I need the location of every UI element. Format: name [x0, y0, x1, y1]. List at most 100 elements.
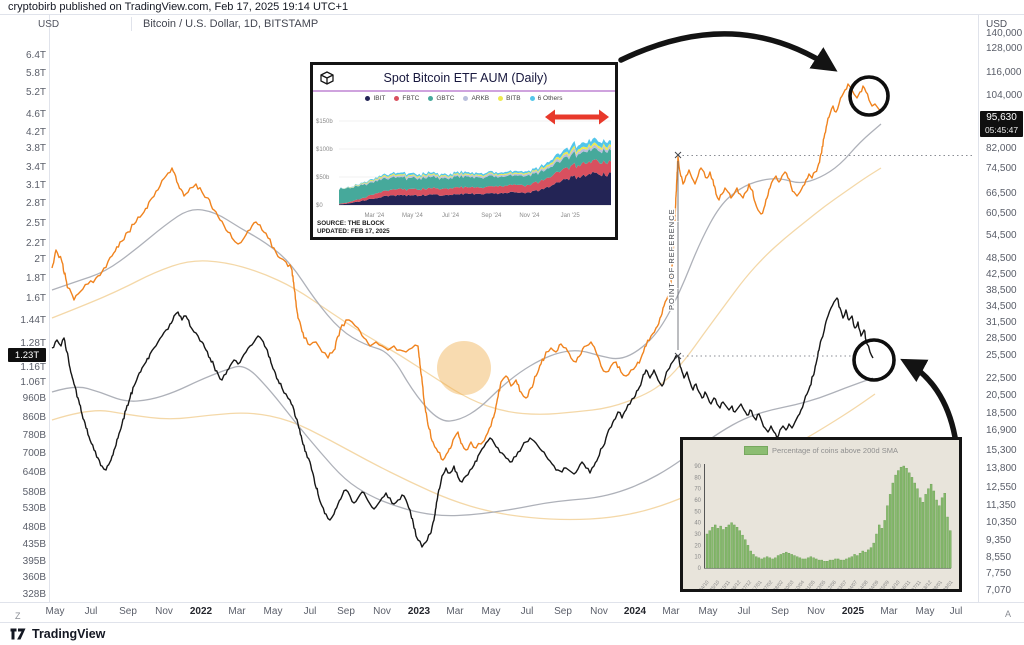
- etf-legend-label: FBTC: [402, 95, 420, 102]
- sma-bar: [801, 558, 804, 569]
- footer-brand: TradingView: [32, 627, 106, 641]
- sma-bar: [730, 522, 733, 569]
- sma-bar: [845, 558, 848, 569]
- left-axis-unit: USD: [38, 18, 60, 30]
- sma-bar: [842, 559, 845, 569]
- sma-x-tick: 27/12: [741, 579, 754, 589]
- right-axis-tick: 48,500: [986, 253, 1017, 264]
- etf-stacked-area-chart: $150b $100b $50b $0 Mar '24 May '24 Jul '24 Sep…: [316, 119, 611, 219]
- sma-bar: [724, 527, 728, 569]
- sma-legend: Percentage of coins above 200d SMA: [683, 446, 959, 455]
- time-axis-label: Jul: [84, 606, 98, 617]
- bar-countdown: 05:45:47: [984, 125, 1019, 135]
- sma-bar: [804, 558, 807, 569]
- sma-x-tick: 25/09: [878, 579, 891, 589]
- left-axis-tick: 395B: [22, 556, 46, 567]
- etf-chart-body: $150b $100b $50b $0 Mar '24 May '24 Jul '24 Sep…: [313, 105, 615, 237]
- sma-bar: [888, 494, 892, 569]
- sma-bar: [949, 530, 952, 569]
- sma-x-tick: 18/12: [921, 579, 934, 589]
- sma-bar: [798, 557, 802, 569]
- etf-x-tick: Jan '25: [561, 213, 581, 219]
- sma-legend-label: Percentage of coins above 200d SMA: [772, 446, 898, 455]
- publish-header: cryptobirb published on TradingView.com,…: [8, 1, 349, 13]
- left-axis-tick: 860B: [22, 412, 46, 423]
- sma-bar: [793, 555, 796, 569]
- sma-bar: [716, 528, 720, 569]
- sma-x-tick: 06/12: [730, 579, 743, 589]
- right-axis-tick: 18,500: [986, 408, 1017, 419]
- left-axis-tick: 2.2T: [25, 238, 46, 249]
- left-axis-tick: 3.1T: [25, 180, 46, 191]
- etf-legend-label: IBIT: [373, 95, 386, 102]
- sma-x-tick: 20/03: [783, 579, 796, 589]
- sma-x-tick: 04/10: [698, 579, 711, 589]
- left-axis-tick: 2T: [34, 254, 46, 265]
- left-axis-tick: 960B: [22, 393, 46, 404]
- left-axis-tick: 3.8T: [25, 143, 46, 154]
- time-axis-separator: [0, 602, 1024, 603]
- time-axis[interactable]: May Jul Sep Nov 2022 Mar May Jul Sep Nov 2023 Mar Ma…: [0, 602, 1024, 622]
- time-axis-label: Nov: [373, 606, 391, 617]
- left-price-badge: 1.23T: [8, 348, 46, 362]
- sma-bar: [858, 553, 862, 569]
- left-axis-tick: 2.8T: [25, 198, 46, 209]
- sma-bar: [834, 558, 837, 569]
- sma-bar: [946, 516, 949, 569]
- etf-legend-item: IBIT: [365, 95, 385, 102]
- etf-legend-item: 6 Others: [529, 95, 563, 102]
- auto-scale-indicator[interactable]: A: [1005, 609, 1012, 619]
- etf-legend-dot: [463, 96, 469, 101]
- sma-x-tick: 12/06: [825, 579, 838, 589]
- coins-above-sma-inset[interactable]: Percentage of coins above 200d SMA 90 80 7…: [680, 437, 962, 593]
- sma-x-tick: 17/01: [751, 579, 764, 589]
- right-axis-tick: 7,750: [986, 568, 1012, 579]
- etf-legend-label: ARKB: [471, 95, 490, 102]
- right-price-axis[interactable]: USD 140,000 128,000 116,000 104,000 82,000 74…: [979, 14, 1024, 602]
- sma-bar: [905, 468, 908, 569]
- log-scale-indicator[interactable]: Z: [15, 611, 21, 621]
- etf-area-bitb: [339, 142, 611, 190]
- tradingview-link[interactable]: TradingView: [10, 627, 105, 641]
- etf-aum-inset[interactable]: Spot Bitcoin ETF AUM (Daily) IBIT FBTC GBT…: [310, 62, 618, 240]
- sma-bar: [861, 550, 864, 569]
- sma-bar: [880, 528, 884, 569]
- left-axis-tick: 5.2T: [25, 87, 46, 98]
- left-price-axis[interactable]: 6.4T 5.8T 5.2T 4.6T 4.2T 3.8T 3.4T 3.1T 2.8T 2.5T…: [0, 14, 49, 602]
- symbol-title: Bitcoin / U.S. Dollar, 1D, BITSTAMP: [143, 18, 319, 30]
- etf-legend-item: GBTC: [428, 95, 454, 102]
- time-axis-label: Mar: [228, 606, 246, 617]
- time-axis-label: 2023: [407, 606, 431, 617]
- right-axis-tick: 12,550: [986, 482, 1017, 493]
- right-axis-tick: 38,500: [986, 285, 1017, 296]
- sma-x-tick: 06/11: [900, 579, 912, 589]
- time-axis-label: 2024: [623, 606, 647, 617]
- left-axis-tick: 530B: [22, 503, 46, 514]
- sma-bar: [771, 558, 774, 569]
- sma-bar: [757, 557, 761, 569]
- right-axis-tick: 128,000: [986, 43, 1023, 54]
- etf-legend-dot: [529, 96, 535, 101]
- left-axis-tick: 1.8T: [25, 273, 46, 284]
- right-axis-tick: 8,550: [986, 552, 1012, 563]
- sma-x-tick: 22/05: [815, 579, 828, 589]
- sma-bar: [768, 557, 772, 569]
- sma-y-tick: 80: [694, 475, 701, 481]
- right-axis-tick: 10,350: [986, 517, 1017, 528]
- time-axis-label: 2022: [189, 606, 213, 617]
- right-axis-tick: 54,500: [986, 230, 1017, 241]
- sma-bar: [856, 555, 859, 569]
- sma-bar: [785, 551, 788, 569]
- right-axis-tick: 28,500: [986, 333, 1017, 344]
- sma-bar: [894, 474, 897, 569]
- sma-bar: [847, 557, 851, 569]
- right-axis-unit: USD: [986, 19, 1008, 30]
- left-axis-tick: 3.4T: [25, 162, 46, 173]
- sma-bar: [820, 559, 823, 569]
- time-axis-label: May: [263, 606, 283, 617]
- time-axis-label: Jul: [737, 606, 751, 617]
- sma-bar: [705, 533, 709, 569]
- sma-x-tick: 04/09: [868, 579, 881, 589]
- sma-y-tick: 0: [698, 566, 702, 572]
